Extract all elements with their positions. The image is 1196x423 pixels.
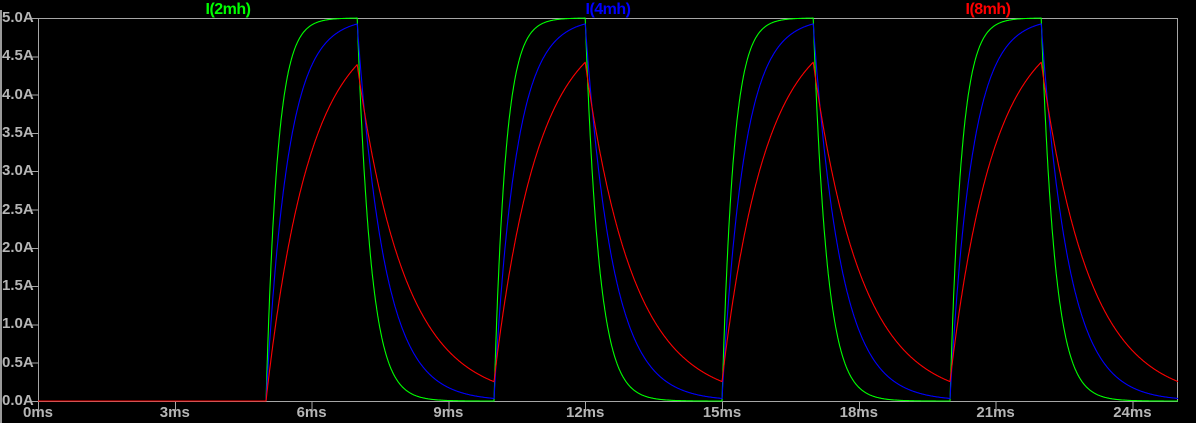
y-tick-label: 0.0A xyxy=(2,392,34,409)
y-tick-label: 1.5A xyxy=(2,277,34,295)
x-tick-label: 3ms xyxy=(159,404,190,421)
y-tick-label: 2.5A xyxy=(2,200,34,218)
x-tick-label: 18ms xyxy=(839,404,878,421)
y-tick-label: 3.0A xyxy=(2,162,34,180)
x-tick-label: 21ms xyxy=(976,404,1015,421)
x-tick-label: 15ms xyxy=(702,404,742,421)
y-tick-label: 5.0A xyxy=(2,9,34,26)
y-tick-label: 4.0A xyxy=(2,85,34,103)
x-tick-label: 6ms xyxy=(296,404,327,421)
window-left-border xyxy=(0,10,2,423)
trace-i8mh[interactable] xyxy=(37,61,1179,402)
trace-i4mh[interactable] xyxy=(37,23,1179,402)
x-tick-label: 0ms xyxy=(22,404,54,421)
legend-trace-i4mh[interactable]: I(4mh) xyxy=(585,1,632,18)
y-tick-label: 3.5A xyxy=(2,123,34,141)
y-tick-label: 2.0A xyxy=(2,238,34,256)
y-tick-label: 1.0A xyxy=(2,315,34,333)
legend-trace-i8mh[interactable]: I(8mh) xyxy=(965,1,1012,18)
y-tick-label: 4.5A xyxy=(2,47,34,65)
legend-trace-i2mh[interactable]: I(2mh) xyxy=(205,1,252,18)
plot-border xyxy=(38,18,1178,402)
x-tick-label: 24ms xyxy=(1113,404,1152,421)
x-tick-label: 12ms xyxy=(566,404,605,421)
y-tick-label: 0.5A xyxy=(2,353,34,371)
trace-legend: I(2mh) I(4mh) I(8mh) xyxy=(0,1,1196,19)
x-tick-label: 9ms xyxy=(433,404,464,421)
trace-i2mh[interactable] xyxy=(37,17,1179,402)
